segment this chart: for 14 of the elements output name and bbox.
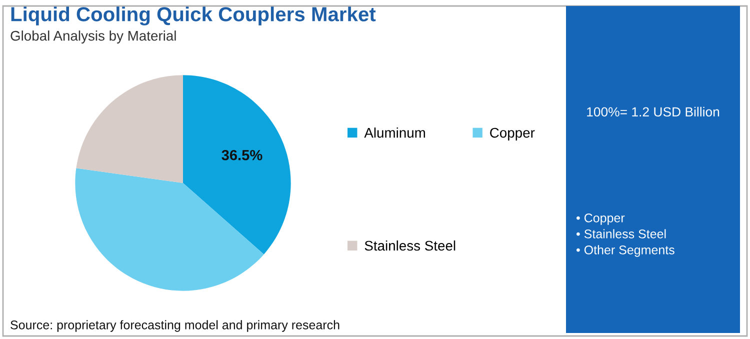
- source-note: Source: proprietary forecasting model and primary research: [10, 320, 340, 332]
- text: 100%= 1.2 USD Billion: [587, 106, 720, 117]
- pie-slice: [75, 168, 264, 291]
- text: • Stainless Steel: [576, 229, 666, 238]
- pie-slice: [183, 75, 291, 254]
- legend-label: Copper: [490, 128, 535, 140]
- chart-subtitle: Global Analysis by Material: [10, 30, 176, 44]
- legend-label: Aluminum: [364, 128, 425, 138]
- pie-slice: [76, 75, 183, 183]
- text: • Other Segments: [576, 245, 674, 257]
- text: • Copper: [576, 214, 625, 225]
- data-label: 36.5%: [222, 150, 262, 160]
- chart-title: Liquid Cooling Quick Couplers Market: [11, 6, 376, 26]
- legend-label: Stainless Steel: [364, 240, 456, 251]
